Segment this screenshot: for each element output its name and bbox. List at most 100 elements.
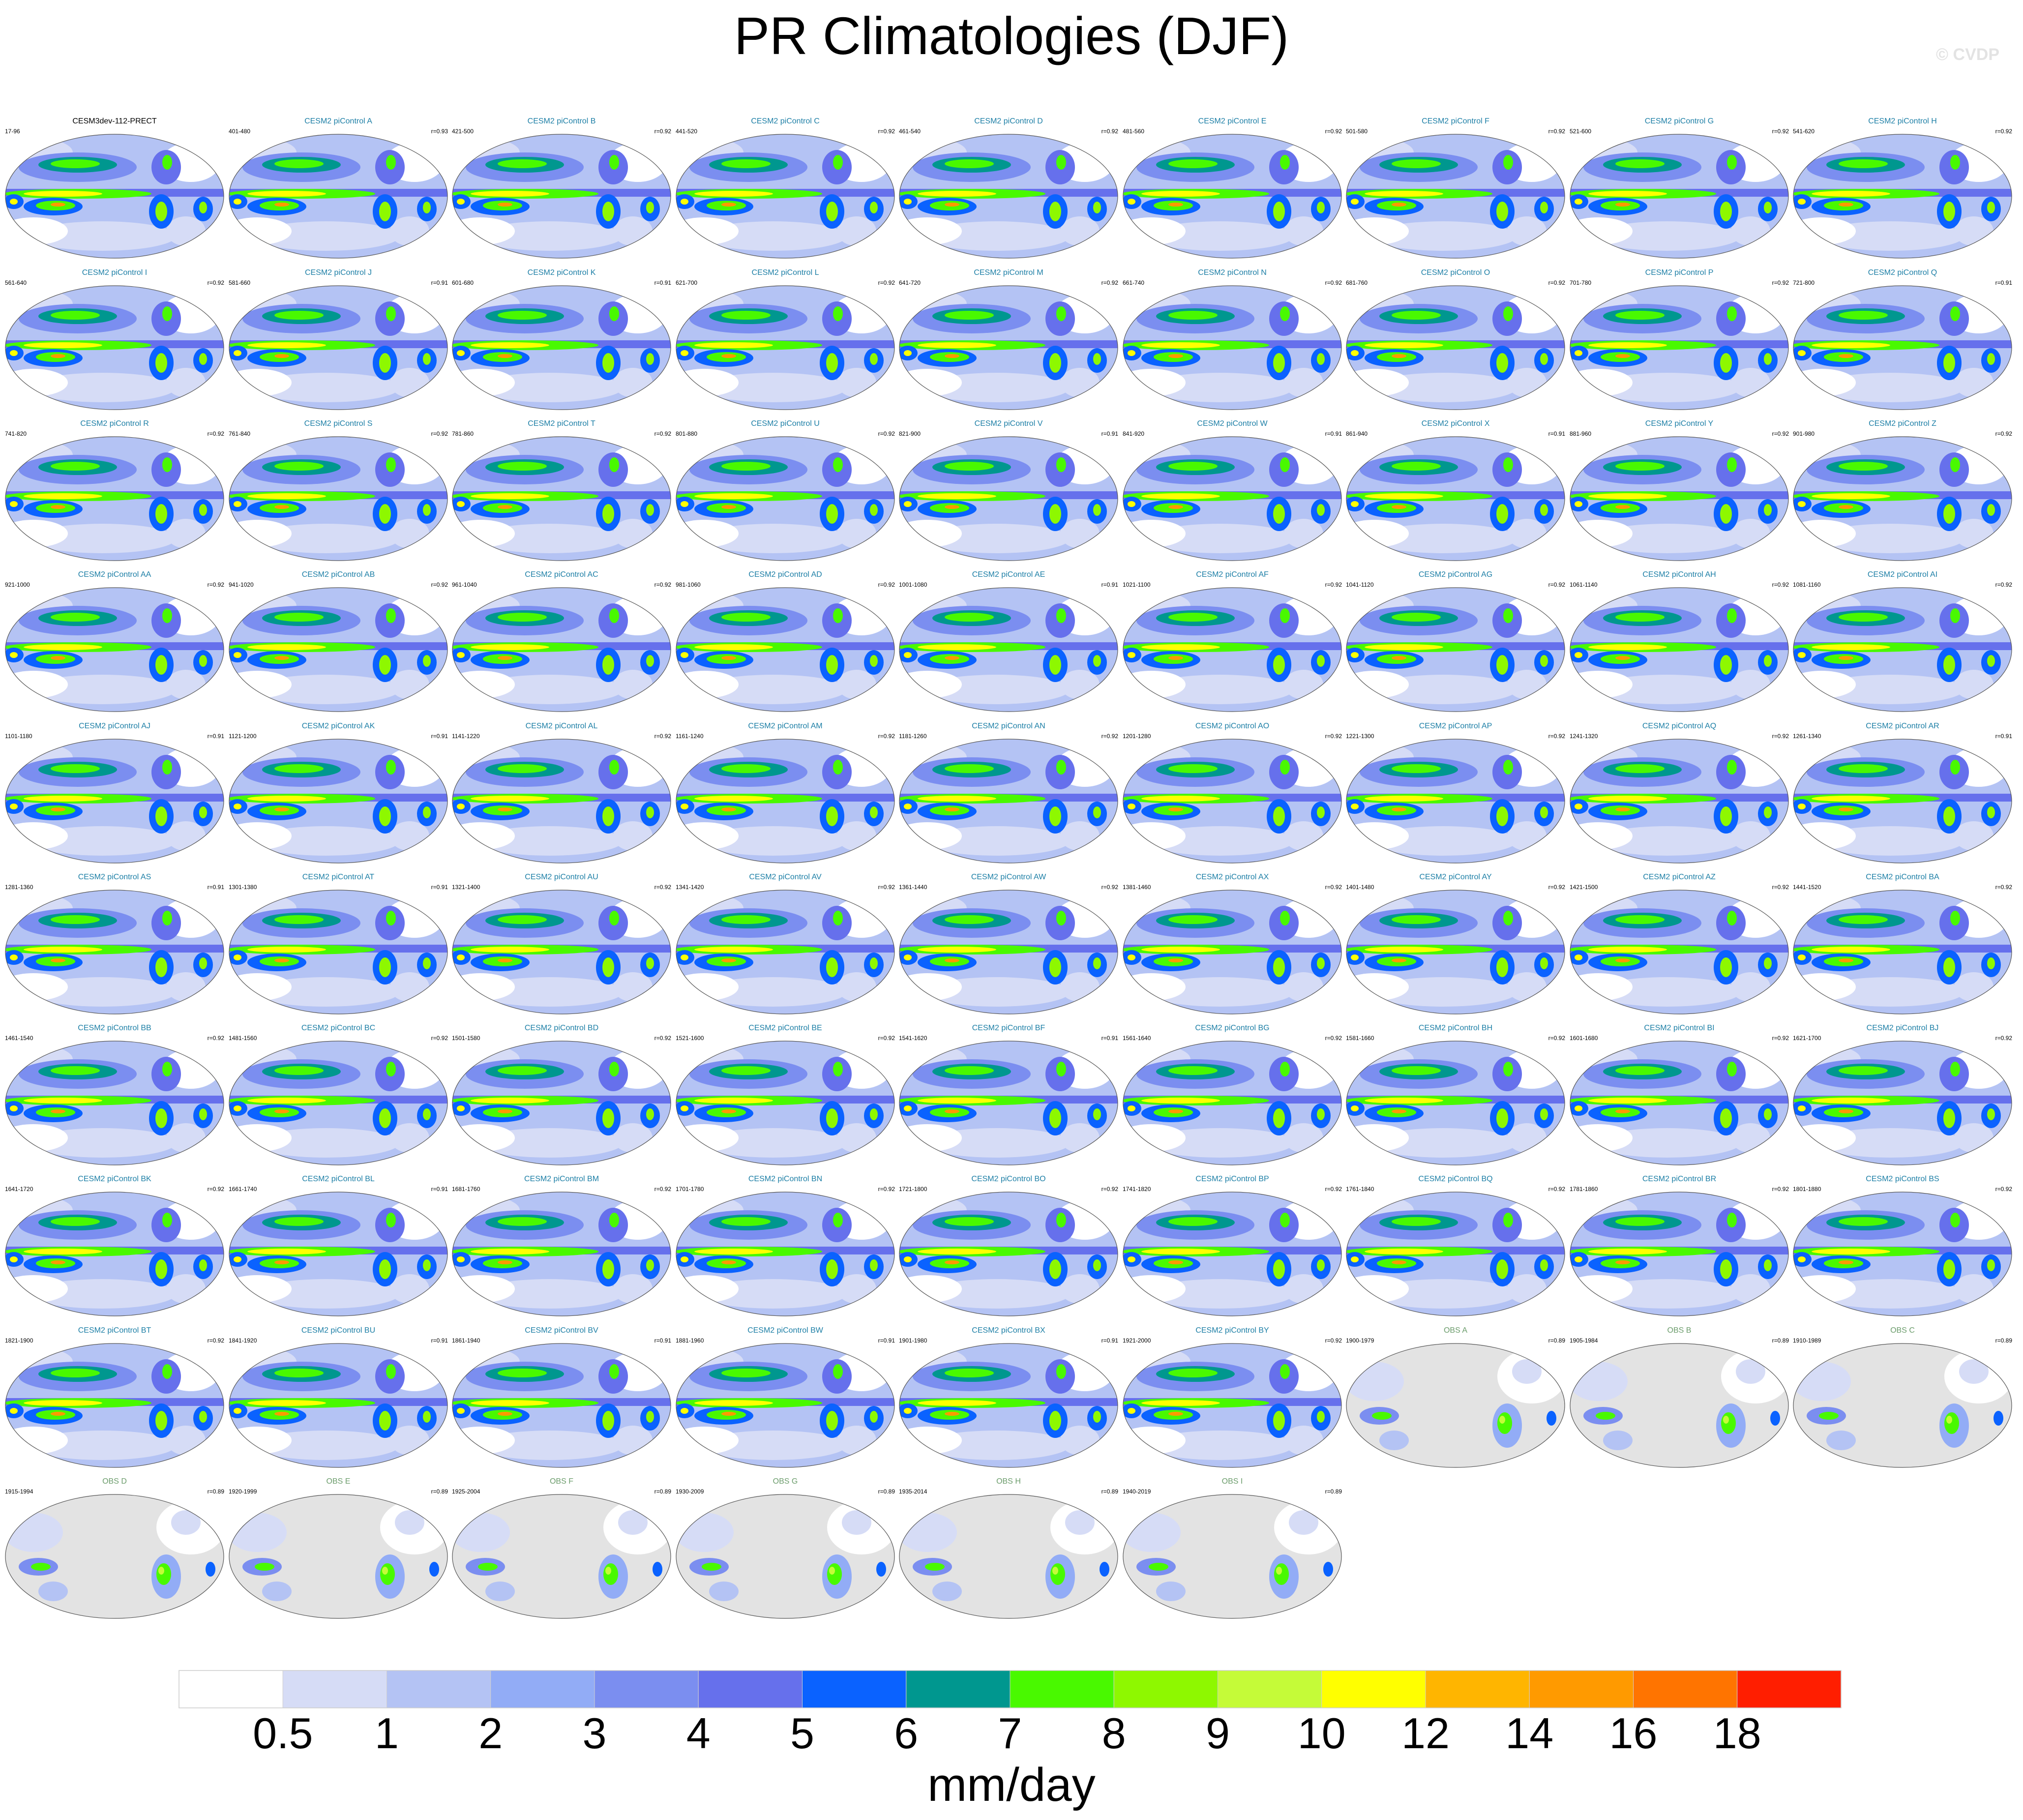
map-outline: [1793, 1041, 2012, 1165]
colorbar-tick-label: 16: [1609, 1709, 1658, 1758]
precip-map: [5, 285, 224, 410]
panel-years: 1361-1440: [899, 884, 927, 891]
panel-years: 1021-1100: [1123, 581, 1151, 588]
panel-title: CESM2 piControl S: [304, 419, 373, 428]
colorbar-tick-label: 7: [998, 1709, 1022, 1758]
panel-years: 1001-1080: [899, 581, 927, 588]
map-panel: CESM2 piControl BK 1641-1720 r=0.92: [4, 1175, 225, 1322]
precip-map: [1793, 1041, 2012, 1165]
panel-years: 881-960: [1570, 430, 1592, 437]
precip-map: [229, 134, 448, 259]
panel-correlation: r=0.92: [1772, 733, 1789, 740]
precip-map: [676, 1343, 895, 1468]
map-outline: [452, 890, 671, 1014]
map-outline: [1570, 1041, 1789, 1165]
panel-correlation: r=0.92: [654, 1186, 671, 1193]
map-outline: [452, 436, 671, 561]
panel-years: 821-900: [899, 430, 921, 437]
colorbar-swatch: [1010, 1670, 1114, 1708]
map-outline: [676, 436, 895, 561]
panel-years: 541-620: [1793, 128, 1815, 135]
panel-years: 1141-1220: [452, 733, 480, 740]
panel-title: CESM2 piControl AY: [1419, 873, 1492, 881]
precip-map: [1346, 1192, 1565, 1316]
panel-correlation: r=0.92: [1548, 884, 1565, 891]
panel-correlation: r=0.92: [207, 279, 224, 286]
panel-correlation: r=0.89: [878, 1488, 895, 1495]
map-outline: [1570, 1343, 1789, 1468]
map-panel: CESM2 piControl AY 1401-1480 r=0.92: [1345, 873, 1566, 1020]
colorbar-tick-label: 5: [790, 1709, 814, 1758]
precip-map: [5, 890, 224, 1014]
map-outline: [899, 890, 1118, 1014]
panel-years: 861-940: [1346, 430, 1368, 437]
precip-map: [676, 1041, 895, 1165]
map-panel: OBS C 1910-1989 r=0.89: [1792, 1326, 2013, 1474]
precip-map: [5, 436, 224, 561]
panel-title: CESM2 piControl H: [1868, 117, 1937, 125]
panel-years: 641-720: [899, 279, 921, 286]
panel-title: CESM2 piControl W: [1197, 419, 1268, 428]
colorbar-tick-label: 10: [1298, 1709, 1346, 1758]
panel-correlation: r=0.92: [654, 581, 671, 588]
precip-map: [5, 739, 224, 864]
panel-years: 1101-1180: [5, 733, 32, 740]
map-panel: CESM2 piControl AH 1061-1140 r=0.92: [1569, 570, 1790, 718]
precip-map: [1346, 1343, 1565, 1468]
panel-correlation: r=0.91: [1101, 430, 1118, 437]
panel-correlation: r=0.89: [654, 1488, 671, 1495]
map-panel: CESM2 piControl X 861-940 r=0.91: [1345, 419, 1566, 567]
panel-correlation: r=0.92: [1325, 733, 1342, 740]
colorbar-swatch: [490, 1670, 595, 1708]
panel-title: CESM3dev-112-PRECT: [72, 117, 157, 125]
panel-correlation: r=0.92: [1995, 1035, 2012, 1042]
map-outline: [5, 436, 224, 561]
panel-title: CESM2 piControl BS: [1866, 1175, 1939, 1183]
panel-title: CESM2 piControl U: [751, 419, 820, 428]
map-panel: CESM2 piControl AD 981-1060 r=0.92: [675, 570, 896, 718]
panel-title: CESM2 piControl AI: [1867, 570, 1938, 579]
colorbar-swatch: [1321, 1670, 1426, 1708]
panel-title: CESM2 piControl BT: [78, 1326, 151, 1335]
precip-map: [452, 436, 671, 561]
map-outline: [676, 890, 895, 1014]
map-panel: CESM2 piControl AX 1381-1460 r=0.92: [1122, 873, 1343, 1020]
panel-years: 1901-1980: [899, 1337, 927, 1344]
panel-correlation: r=0.92: [1325, 884, 1342, 891]
precip-map: [899, 1343, 1118, 1468]
map-outline: [1346, 890, 1565, 1014]
precip-map: [1793, 134, 2012, 259]
panel-title: CESM2 piControl BR: [1642, 1175, 1717, 1183]
map-panel: CESM2 piControl AZ 1421-1500 r=0.92: [1569, 873, 1790, 1020]
colorbar-tick-label: 6: [894, 1709, 918, 1758]
precip-map: [452, 739, 671, 864]
map-panel: CESM2 piControl BA 1441-1520 r=0.92: [1792, 873, 2013, 1020]
panel-years: 481-560: [1123, 128, 1145, 135]
panel-years: 1930-2009: [676, 1488, 704, 1495]
panel-correlation: r=0.92: [654, 733, 671, 740]
map-panel: CESM2 piControl BF 1541-1620 r=0.91: [898, 1024, 1119, 1171]
panel-title: CESM2 piControl BQ: [1418, 1175, 1493, 1183]
panel-years: 1940-2019: [1123, 1488, 1151, 1495]
panel-correlation: r=0.92: [1101, 1186, 1118, 1193]
map-panel: CESM2 piControl AP 1221-1300 r=0.92: [1345, 722, 1566, 869]
map-outline: [1793, 890, 2012, 1014]
map-panel: CESM2 piControl V 821-900 r=0.91: [898, 419, 1119, 567]
precip-map: [1570, 587, 1789, 712]
panel-years: 1481-1560: [229, 1035, 257, 1042]
panel-title: CESM2 piControl BF: [972, 1024, 1045, 1032]
panel-years: 801-880: [676, 430, 698, 437]
panel-title: CESM2 piControl D: [974, 117, 1043, 125]
map-outline: [1346, 1343, 1565, 1468]
panel-years: 1461-1540: [5, 1035, 33, 1042]
map-outline: [5, 1494, 224, 1619]
precip-map: [899, 587, 1118, 712]
colorbar-units: mm/day: [927, 1759, 1096, 1811]
map-outline: [676, 285, 895, 410]
panel-correlation: r=0.92: [207, 1337, 224, 1344]
panel-correlation: r=0.91: [207, 733, 224, 740]
map-outline: [1793, 587, 2012, 712]
panel-correlation: r=0.92: [207, 430, 224, 437]
panel-years: 461-540: [899, 128, 921, 135]
panel-title: CESM2 piControl AO: [1195, 722, 1270, 730]
